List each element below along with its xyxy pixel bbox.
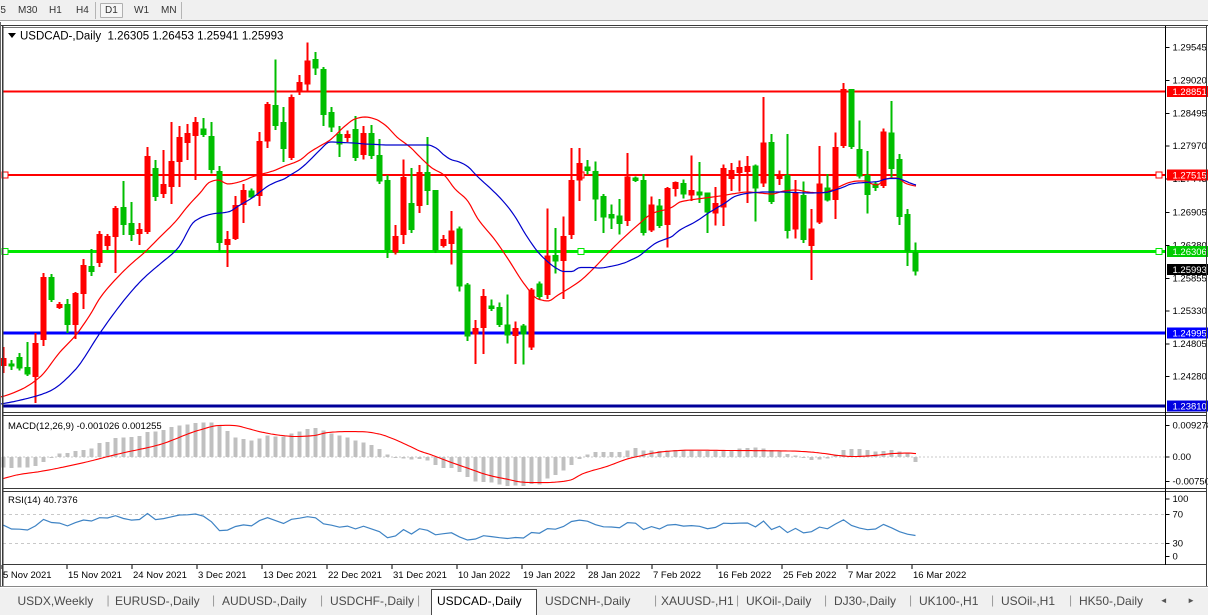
svg-text:28 Jan 2022: 28 Jan 2022 [588,570,640,581]
svg-text:1.24995: 1.24995 [1173,329,1207,340]
svg-text:1.27970: 1.27970 [1173,141,1207,152]
svg-text:1.24280: 1.24280 [1173,372,1207,383]
svg-text:19 Jan 2022: 19 Jan 2022 [523,570,575,581]
svg-text:1.29020: 1.29020 [1173,75,1207,86]
svg-text:3 Dec 2021: 3 Dec 2021 [198,570,247,581]
svg-text:16 Feb 2022: 16 Feb 2022 [718,570,771,581]
svg-text:10 Jan 2022: 10 Jan 2022 [458,570,510,581]
svg-text:RSI(14) 40.7376: RSI(14) 40.7376 [8,495,78,506]
svg-text:0.00: 0.00 [1173,452,1192,463]
svg-text:1.29545: 1.29545 [1173,43,1207,54]
svg-text:7 Feb 2022: 7 Feb 2022 [653,570,701,581]
svg-text:25 Feb 2022: 25 Feb 2022 [783,570,836,581]
svg-text:1.28495: 1.28495 [1173,108,1207,119]
svg-text:0: 0 [1173,552,1178,563]
svg-text:1.27515: 1.27515 [1173,171,1207,182]
svg-text:1.24805: 1.24805 [1173,339,1207,350]
svg-text:24 Nov 2021: 24 Nov 2021 [133,570,187,581]
svg-text:1.26306: 1.26306 [1173,247,1207,258]
svg-text:31 Dec 2021: 31 Dec 2021 [393,570,447,581]
svg-text:1.26905: 1.26905 [1173,208,1207,219]
svg-text:22 Dec 2021: 22 Dec 2021 [328,570,382,581]
svg-text:70: 70 [1173,509,1184,520]
svg-text:1.26380: 1.26380 [1173,240,1207,251]
svg-text:15 Nov 2021: 15 Nov 2021 [68,570,122,581]
svg-text:30: 30 [1173,539,1184,550]
svg-text:-0.007504: -0.007504 [1173,477,1208,488]
svg-text:1.25330: 1.25330 [1173,306,1207,317]
svg-text:5 Nov 2021: 5 Nov 2021 [3,570,52,581]
svg-text:1.23810: 1.23810 [1173,402,1207,413]
svg-text:MACD(12,26,9) -0.001026 0.0012: MACD(12,26,9) -0.001026 0.001255 [8,421,162,432]
svg-text:USDCAD-,Daily 1.26305 1.26453: USDCAD-,Daily 1.26305 1.26453 1.25941 1.… [20,31,283,43]
svg-text:16 Mar 2022: 16 Mar 2022 [913,570,966,581]
svg-text:7 Mar 2022: 7 Mar 2022 [848,570,896,581]
svg-text:1.25993: 1.25993 [1173,265,1207,276]
svg-text:13 Dec 2021: 13 Dec 2021 [263,570,317,581]
svg-text:0.009278: 0.009278 [1173,420,1208,431]
svg-text:100: 100 [1173,494,1189,505]
svg-text:1.28851: 1.28851 [1173,87,1207,98]
svg-text:1.25855: 1.25855 [1173,273,1207,284]
